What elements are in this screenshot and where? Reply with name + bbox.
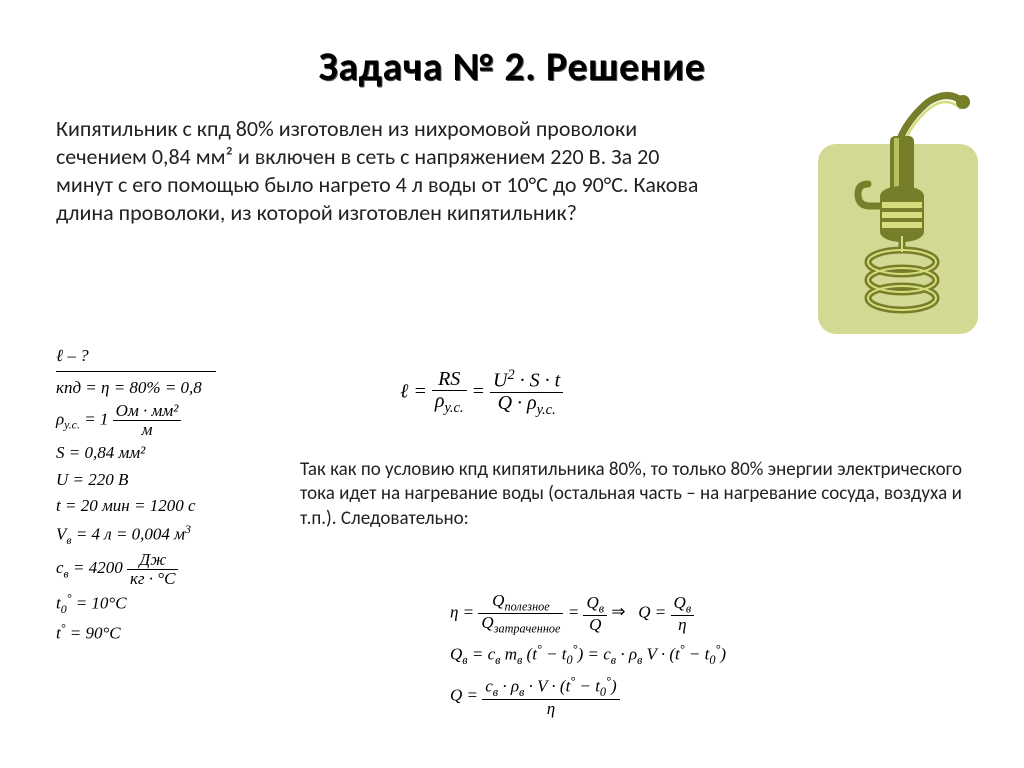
eta-f2n: Qв: [583, 594, 607, 616]
eq-eta: η = Qполезное Qзатраченное = Qв Q ⇒ Q = …: [450, 592, 726, 635]
eta-f3d: η: [671, 616, 695, 634]
mf-f1n: RS: [432, 369, 467, 391]
c-unit-num: Дж: [127, 551, 178, 570]
eta-lhs: η =: [450, 603, 474, 622]
mf-lhs: ℓ =: [400, 380, 427, 402]
Q-num: cв · ρв · V · (t° − t0°): [482, 675, 619, 700]
implies-arrow: ⇒: [611, 602, 634, 621]
boiler-illustration: [808, 84, 988, 344]
rho-eq: = 1: [80, 410, 108, 429]
mf-f1d: ρу.с.: [432, 391, 467, 416]
mf-f2d: Q · ρу.с.: [490, 393, 563, 418]
given-t: t = 20 мин = 1200 с: [56, 494, 216, 519]
rho-unit-frac: Ом · мм² м: [113, 402, 182, 439]
rho-unit-den: м: [113, 421, 182, 439]
mf-f2n: U2 · S · t: [490, 368, 563, 393]
given-find: ℓ – ?: [56, 344, 216, 369]
eta-f1d: Qзатраченное: [478, 614, 563, 635]
rho-sub: у.с.: [64, 418, 80, 432]
explanation-text: Так как по условию кпд кипятильника 80%,…: [300, 458, 968, 531]
c-unit-den: кг · °С: [127, 570, 178, 588]
given-t0: t0° = 10°С: [56, 590, 216, 618]
divider: [56, 371, 216, 372]
given-c: cв = 4200 Дж кг · °С: [56, 551, 216, 588]
page-title: Задача № 2. Решение: [0, 0, 1024, 91]
Q-den: η: [482, 700, 619, 718]
eta-f2d: Q: [583, 616, 607, 634]
given-t1: t° = 90°С: [56, 620, 216, 646]
eta-f1n: Qполезное: [478, 592, 563, 614]
given-data: ℓ – ? кпд = η = 80% = 0,8 ρу.с. = 1 Ом ·…: [56, 344, 216, 648]
c-unit-frac: Дж кг · °С: [127, 551, 178, 588]
mf-frac1: RS ρу.с.: [432, 369, 467, 416]
eq-Q: Q = cв · ρв · V · (t° − t0°) η: [450, 675, 726, 718]
eta-frac1: Qполезное Qзатраченное: [478, 592, 563, 635]
Q-frac: cв · ρв · V · (t° − t0°) η: [482, 675, 619, 718]
eta-frac2: Qв Q: [583, 594, 607, 634]
given-U: U = 220 В: [56, 468, 216, 493]
eta-f3n: Qв: [671, 594, 695, 616]
eq-Qv: Qв = cв mв (t° − t0°) = cв · ρв V · (t° …: [450, 639, 726, 671]
given-V: Vв = 4 л = 0,004 м3: [56, 521, 216, 549]
eta-Q: Q =: [638, 603, 666, 622]
main-formula: ℓ = RS ρу.с. = U2 · S · t Q · ρу.с.: [400, 368, 563, 418]
eta-frac3: Qв η: [671, 594, 695, 634]
rho-sym: ρ: [56, 410, 64, 429]
mf-eq: =: [472, 380, 486, 402]
Q-lhs: Q =: [450, 686, 478, 705]
given-S: S = 0,84 мм²: [56, 441, 216, 466]
given-eta: кпд = η = 80% = 0,8: [56, 376, 216, 401]
derived-formulas: η = Qполезное Qзатраченное = Qв Q ⇒ Q = …: [450, 592, 726, 722]
given-rho: ρу.с. = 1 Ом · мм² м: [56, 402, 216, 439]
rho-unit-num: Ом · мм²: [113, 402, 182, 421]
mf-frac2: U2 · S · t Q · ρу.с.: [490, 368, 563, 418]
eta-eq1: =: [568, 603, 579, 622]
